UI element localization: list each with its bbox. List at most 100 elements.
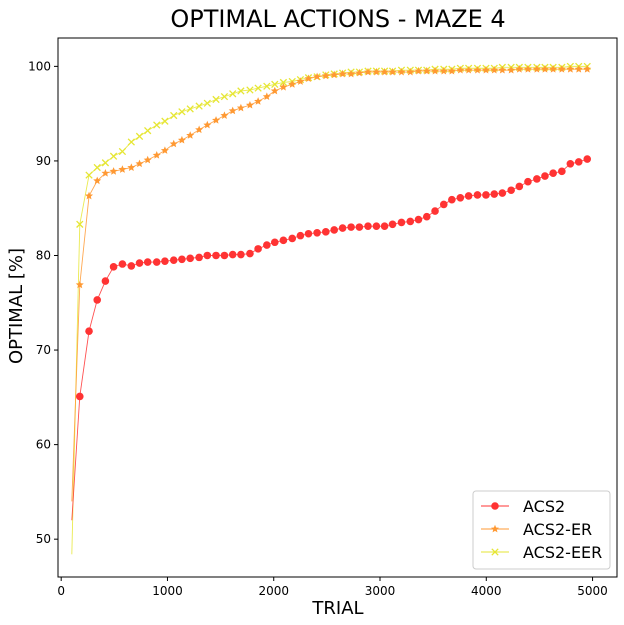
data-point [186, 254, 195, 263]
data-point [464, 65, 473, 74]
y-axis-label: OPTIMAL [%] [6, 248, 27, 364]
legend-item: ACS2-EER [481, 543, 602, 562]
data-point [101, 277, 110, 285]
data-point [212, 95, 220, 104]
data-point [574, 65, 583, 73]
data-point [246, 249, 254, 258]
data-point [229, 90, 237, 98]
data-point [170, 111, 178, 120]
data-point [118, 147, 127, 156]
y-tick-label: 100 [28, 59, 51, 73]
data-point [177, 135, 186, 144]
chart-title: OPTIMAL ACTIONS - MAZE 4 [170, 5, 505, 33]
series-line [71, 65, 588, 555]
data-point [75, 280, 84, 289]
data-point [482, 191, 490, 199]
data-point [85, 191, 94, 200]
data-point [109, 167, 118, 175]
data-point [557, 65, 566, 73]
data-point [195, 253, 203, 262]
data-point [347, 69, 356, 78]
data-point [532, 65, 541, 73]
data-point [490, 190, 499, 198]
data-point [135, 259, 144, 267]
series-acs2 [71, 155, 592, 521]
data-point [355, 223, 364, 231]
data-point [93, 176, 102, 185]
data-point [439, 200, 448, 209]
data-point [397, 218, 406, 227]
data-point [566, 65, 575, 73]
data-point [321, 71, 330, 80]
data-point [279, 236, 288, 245]
data-point [498, 65, 507, 74]
data-point [380, 67, 389, 76]
data-point [263, 241, 271, 249]
data-point [414, 215, 423, 224]
data-point [515, 65, 524, 73]
data-point [169, 139, 178, 148]
data-point [583, 155, 592, 163]
data-point [523, 65, 532, 73]
data-point [507, 186, 515, 195]
data-point [93, 296, 102, 304]
series-acs2-eer [71, 62, 591, 555]
data-point [288, 80, 297, 88]
data-point [431, 207, 439, 215]
data-point [473, 191, 482, 199]
data-point [574, 158, 583, 166]
data-point [397, 67, 406, 76]
data-point [160, 146, 169, 154]
data-point [313, 72, 322, 81]
data-point [135, 159, 144, 168]
data-point [380, 222, 389, 230]
data-point [364, 222, 372, 230]
data-point [143, 258, 152, 266]
legend-label: ACS2-EER [523, 543, 602, 562]
data-point [254, 245, 262, 253]
data-point [152, 151, 161, 159]
data-point [322, 228, 330, 236]
data-point [101, 159, 110, 167]
data-point [169, 256, 178, 265]
data-point [75, 392, 84, 401]
data-point [237, 87, 245, 95]
data-point [549, 169, 557, 178]
data-point [355, 68, 364, 77]
data-point [422, 66, 431, 75]
data-point [212, 116, 221, 124]
data-point [236, 103, 245, 112]
data-point [245, 100, 254, 109]
x-tick-label: 1000 [152, 584, 183, 598]
x-tick-label: 5000 [577, 584, 608, 598]
y-axis: 50 60 70 80 90 100 [28, 59, 58, 546]
data-point [431, 66, 440, 75]
data-point [279, 78, 288, 87]
data-point [76, 220, 84, 228]
data-point [246, 86, 254, 94]
data-point [203, 120, 212, 129]
data-point [304, 229, 313, 238]
data-point [338, 224, 347, 232]
data-point [524, 177, 532, 186]
series-line [71, 68, 588, 502]
data-point [262, 92, 271, 101]
data-point [338, 69, 347, 78]
plot-area [71, 62, 592, 555]
data-point [135, 132, 144, 141]
data-point [186, 131, 195, 139]
data-point [127, 163, 136, 171]
data-point [414, 66, 423, 75]
legend-item: ACS2 [481, 497, 565, 516]
series-line [71, 158, 588, 521]
data-point [203, 251, 212, 260]
data-point [178, 255, 186, 264]
data-point [330, 70, 339, 79]
data-point [254, 97, 263, 105]
data-point [220, 92, 229, 101]
data-point [515, 182, 524, 191]
data-point [464, 192, 473, 200]
data-point [118, 165, 127, 173]
data-point [118, 260, 127, 268]
data-point [481, 65, 490, 74]
